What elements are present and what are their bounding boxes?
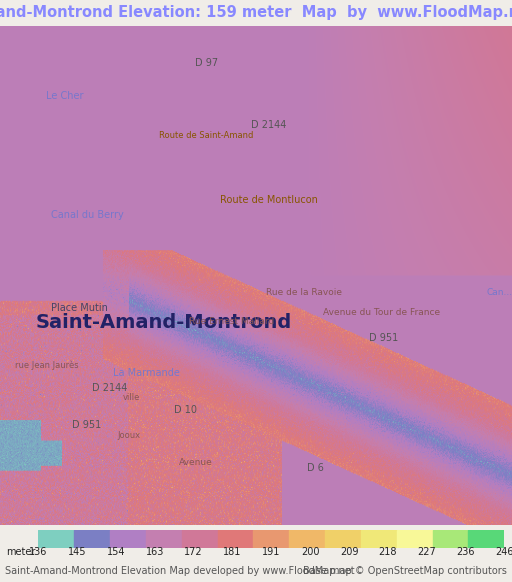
Bar (433, 530, 468, 548)
Bar (289, 530, 325, 548)
Text: D 2144: D 2144 (92, 382, 127, 393)
Text: D 97: D 97 (195, 58, 218, 68)
Text: Route de Saint-Amand: Route de Saint-Amand (159, 131, 253, 140)
Text: 154: 154 (107, 547, 125, 557)
Text: 136: 136 (29, 547, 48, 557)
Bar (38, 530, 74, 548)
Text: 227: 227 (417, 547, 436, 557)
Text: 209: 209 (340, 547, 358, 557)
Bar (218, 530, 253, 548)
Text: Avenue: Avenue (179, 458, 213, 467)
Text: 191: 191 (262, 547, 281, 557)
Text: ville: ville (123, 393, 140, 402)
Text: Jooux: Jooux (118, 431, 141, 439)
Bar (74, 530, 110, 548)
Text: Place Mutin: Place Mutin (51, 303, 108, 313)
Text: 163: 163 (146, 547, 164, 557)
Text: Le Cher: Le Cher (46, 91, 83, 101)
Text: 145: 145 (68, 547, 87, 557)
Bar (146, 530, 182, 548)
Text: Can...: Can... (486, 288, 512, 297)
Text: Route de Montlucon: Route de Montlucon (220, 196, 318, 205)
Bar (468, 530, 504, 548)
Text: Canal du Berry: Canal du Berry (51, 210, 124, 221)
Text: rue Jean Jaurès: rue Jean Jaurès (15, 360, 79, 370)
Text: La Marmande: La Marmande (113, 368, 180, 378)
Bar (253, 530, 289, 548)
Text: Base map © OpenStreetMap contributors: Base map © OpenStreetMap contributors (303, 566, 507, 576)
Text: 218: 218 (378, 547, 397, 557)
Text: D 951: D 951 (369, 333, 398, 343)
Text: Saint-Amand-Montrond: Saint-Amand-Montrond (36, 313, 292, 332)
Text: D 951: D 951 (72, 420, 101, 430)
Bar (325, 530, 361, 548)
Text: Avenue du Tour de France: Avenue du Tour de France (323, 308, 440, 317)
Text: D 10: D 10 (174, 405, 197, 415)
Text: Rue de la Ravoie: Rue de la Ravoie (266, 288, 342, 297)
Text: 246: 246 (495, 547, 512, 557)
Text: 181: 181 (223, 547, 242, 557)
Text: 200: 200 (301, 547, 319, 557)
Text: Saint-Amand-Montrond Elevation: 159 meter  Map  by  www.FloodMap.net (beta): Saint-Amand-Montrond Elevation: 159 mete… (0, 5, 512, 20)
Text: 172: 172 (184, 547, 203, 557)
Text: D 2144: D 2144 (251, 120, 286, 130)
Bar (397, 530, 433, 548)
Bar (110, 530, 146, 548)
Text: meter: meter (6, 547, 35, 557)
Text: Rue Ernest Mallard: Rue Ernest Mallard (189, 317, 275, 326)
Text: Saint-Amand-Montrond Elevation Map developed by www.FloodMap.net: Saint-Amand-Montrond Elevation Map devel… (5, 566, 355, 576)
Bar (182, 530, 218, 548)
Bar (361, 530, 397, 548)
Text: 236: 236 (456, 547, 475, 557)
Text: D 6: D 6 (307, 463, 324, 473)
